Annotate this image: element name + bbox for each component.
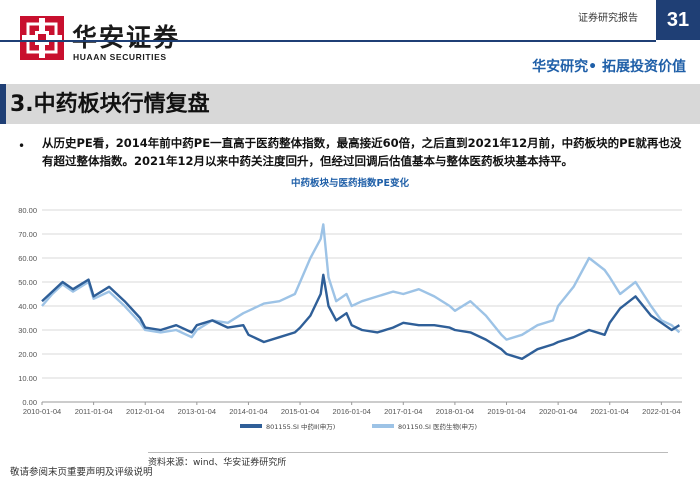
section-title-accent	[0, 84, 6, 124]
legend-swatch	[372, 424, 394, 428]
section-title: 3.中药板块行情复盘	[10, 92, 210, 117]
huaan-logo-icon	[20, 16, 64, 60]
y-tick-label: 70.00	[18, 230, 37, 239]
x-tick-label: 2020-01-04	[539, 407, 577, 416]
report-type-label: 证券研究报告	[578, 13, 638, 24]
series-line-1	[41, 273, 681, 361]
logo-english-name: HUAAN SECURITIES	[73, 52, 167, 62]
series-line-2	[41, 223, 681, 341]
legend-entry: 801155.SI 中药Ⅱ(申万)	[266, 422, 335, 431]
source-divider	[148, 452, 668, 453]
bullet-icon: •	[18, 139, 26, 153]
chart-x-ticks: 2010-01-04 2011-01-04 2012-01-04 2013-01-04…	[23, 402, 681, 416]
header-divider	[0, 40, 656, 42]
x-tick-label: 2010-01-04	[23, 407, 61, 416]
pe-line-chart: 0.00 10.00 20.00 30.00 40.00 50.00 60.00 70.00 8…	[18, 206, 682, 431]
y-tick-label: 30.00	[18, 326, 37, 335]
x-tick-label: 2022-01-04	[642, 407, 680, 416]
y-tick-label: 60.00	[18, 254, 37, 263]
source-note: 资料来源：wind、华安证券研究所	[148, 458, 287, 468]
page-number: 31	[656, 0, 700, 40]
bullet-paragraph: 从历史PE看，2014年前中药PE一直高于医药整体指数，最高接近60倍，之后直到…	[42, 136, 682, 168]
x-tick-label: 2014-01-04	[229, 407, 267, 416]
x-tick-label: 2013-01-04	[178, 407, 216, 416]
x-tick-label: 2015-01-04	[281, 407, 319, 416]
legend-entry: 801150.SI 医药生物(申万)	[398, 422, 477, 431]
y-tick-label: 0.00	[22, 398, 37, 407]
y-tick-label: 50.00	[18, 278, 37, 287]
y-tick-label: 40.00	[18, 302, 37, 311]
y-tick-label: 10.00	[18, 374, 37, 383]
x-tick-label: 2017-01-04	[384, 407, 422, 416]
x-tick-label: 2018-01-04	[436, 407, 474, 416]
x-tick-label: 2016-01-04	[332, 407, 370, 416]
section-title-bar	[0, 84, 700, 124]
chart-gridlines	[42, 209, 682, 403]
chart-title: 中药板块与医药指数PE变化	[291, 178, 409, 189]
x-tick-label: 2019-01-04	[487, 407, 525, 416]
x-tick-label: 2011-01-04	[75, 407, 113, 416]
report-header: 华安证券 HUAAN SECURITIES 证券研究报告 31 华安研究• 拓展…	[0, 0, 700, 78]
disclaimer-footer: 敬请参阅末页重要声明及评级说明	[10, 467, 153, 478]
y-tick-label: 20.00	[18, 350, 37, 359]
chart-y-ticks: 0.00 10.00 20.00 30.00 40.00 50.00 60.00 70.00 8…	[18, 206, 37, 407]
header-tagline: 华安研究• 拓展投资价值	[532, 59, 686, 75]
x-tick-label: 2021-01-04	[591, 407, 629, 416]
chart-legend: 801155.SI 中药Ⅱ(申万) 801150.SI 医药生物(申万)	[240, 422, 477, 431]
chart-series	[41, 223, 681, 361]
legend-swatch	[240, 424, 262, 428]
logo-chinese-name: 华安证券	[72, 23, 181, 52]
y-tick-label: 80.00	[18, 206, 37, 215]
x-tick-label: 2012-01-04	[126, 407, 164, 416]
